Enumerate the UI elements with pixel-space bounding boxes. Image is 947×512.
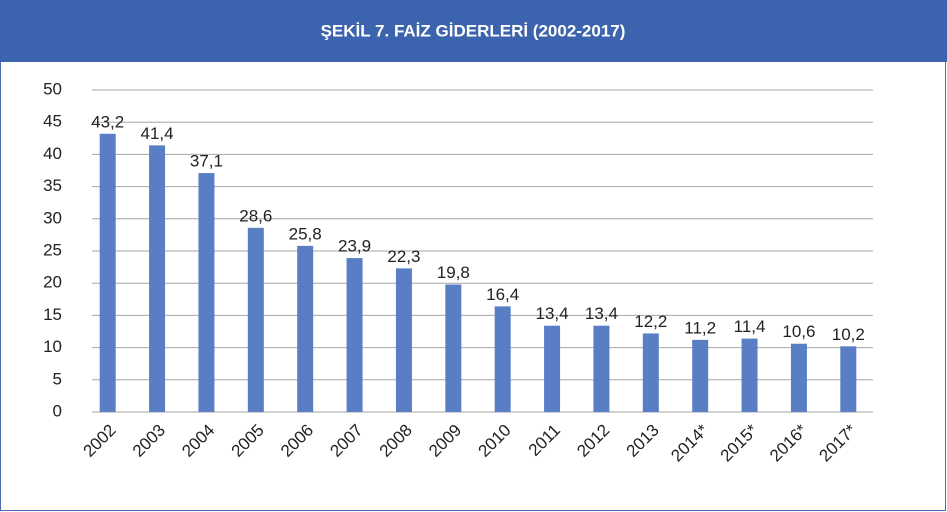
bar [494,306,511,412]
value-label: 19,8 [437,263,470,282]
value-label: 11,2 [684,318,716,337]
y-tick-label: 45 [43,112,62,131]
bar [346,258,363,412]
y-tick-label: 25 [43,240,62,259]
y-tick-label: 10 [43,337,62,356]
value-label: 16,4 [486,285,519,304]
bar [99,133,116,413]
bar [593,325,610,412]
bar [149,145,166,412]
y-tick-label: 5 [53,369,62,388]
value-label: 12,2 [634,312,667,331]
chart-title: ŞEKİL 7. FAİZ GİDERLERİ (2002-2017) [321,21,626,40]
bar [692,339,709,412]
y-tick-label: 50 [43,79,62,98]
value-label: 23,9 [338,237,371,256]
y-tick-label: 15 [43,305,62,324]
value-label: 25,8 [289,224,322,243]
value-label: 11,4 [734,317,766,336]
bar [297,245,314,412]
title-banner [0,0,947,62]
y-tick-label: 20 [43,273,62,292]
value-label: 13,4 [536,304,569,323]
bar [198,173,215,412]
value-label: 22,3 [387,247,420,266]
bar [247,227,264,412]
value-label: 41,4 [141,124,174,143]
bar [741,338,758,412]
bar [445,284,462,412]
value-label: 10,6 [782,322,815,341]
bar [790,343,807,412]
value-label: 28,6 [239,206,272,225]
y-tick-label: 30 [43,208,62,227]
y-tick-label: 35 [43,176,62,195]
value-label: 43,2 [91,112,124,131]
bar [544,325,561,412]
value-label: 13,4 [585,304,618,323]
value-label: 10,2 [832,325,865,344]
y-tick-label: 0 [53,401,62,420]
bar [840,346,857,412]
y-tick-label: 40 [43,144,62,163]
bar [642,333,659,412]
bar [395,268,412,412]
value-label: 37,1 [190,152,223,171]
